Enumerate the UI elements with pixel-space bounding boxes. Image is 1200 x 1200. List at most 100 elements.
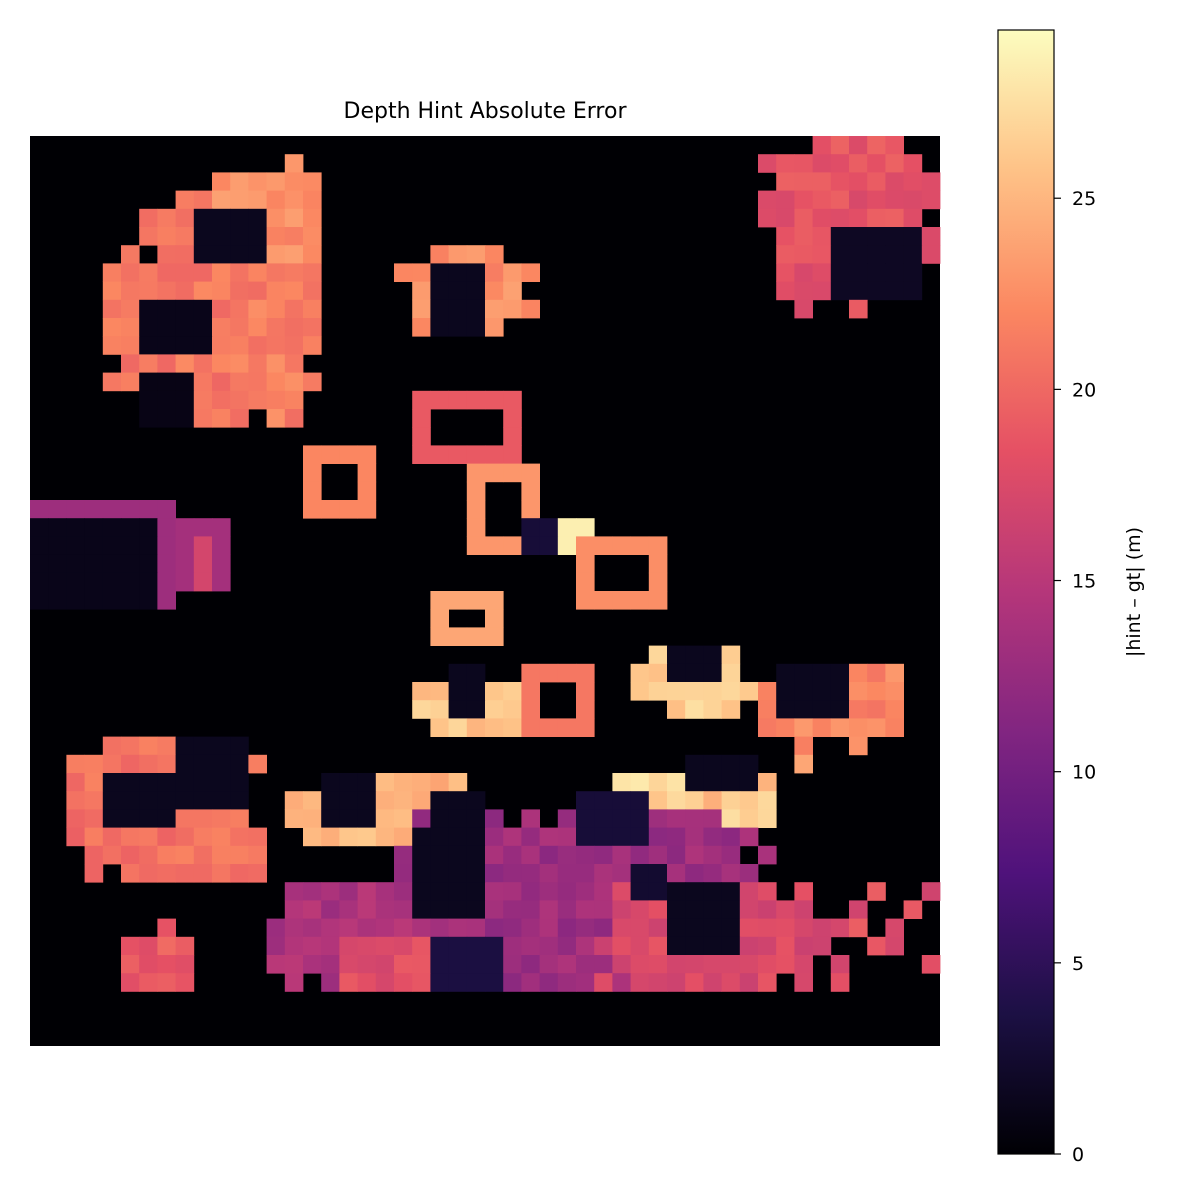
heatmap-cell	[448, 591, 468, 610]
heatmap-cell	[157, 318, 176, 337]
heatmap-cell	[521, 663, 540, 683]
heatmap-cell	[157, 518, 176, 537]
heatmap-cell	[485, 955, 504, 974]
heatmap-cell	[466, 864, 486, 883]
heatmap-cell	[685, 700, 704, 719]
heatmap-cell	[576, 936, 595, 956]
heatmap-cell	[157, 955, 176, 974]
heatmap-cell	[230, 754, 249, 774]
heatmap-cell	[794, 973, 813, 992]
heatmap-cell	[721, 973, 741, 992]
heatmap-cell	[612, 536, 631, 555]
heatmap-cell	[648, 900, 668, 919]
heatmap-cell	[321, 918, 340, 938]
heatmap-cell	[284, 809, 304, 828]
heatmap-cell	[193, 409, 213, 428]
heatmap-cell	[630, 973, 650, 992]
heatmap-cell	[667, 700, 686, 719]
heatmap-cell	[667, 663, 686, 683]
heatmap-cell	[448, 245, 468, 264]
heatmap-cell	[357, 827, 377, 847]
heatmap-cell	[867, 936, 886, 956]
heatmap-cell	[339, 882, 358, 901]
heatmap-cell	[157, 864, 176, 883]
heatmap-cell	[175, 263, 195, 282]
heatmap-cell	[648, 645, 668, 665]
heatmap-cell	[885, 936, 904, 956]
heatmap-cell	[648, 682, 668, 701]
heatmap-cell	[248, 190, 267, 210]
heatmap-cell	[503, 427, 522, 446]
heatmap-cell	[466, 882, 486, 901]
heatmap-cell	[576, 900, 595, 919]
heatmap-cell	[703, 700, 722, 719]
heatmap-cell	[685, 754, 704, 774]
heatmap-cell	[248, 227, 267, 246]
heatmap-cell	[84, 809, 104, 828]
heatmap-cell	[576, 845, 595, 865]
heatmap-cell	[758, 918, 777, 938]
heatmap-cell	[448, 845, 468, 865]
heatmap-cell	[485, 299, 504, 319]
heatmap-cell	[721, 918, 741, 938]
heatmap-cell	[412, 864, 431, 883]
heatmap-cell	[921, 955, 941, 974]
heatmap-cell	[84, 591, 104, 610]
heatmap-cell	[794, 208, 813, 228]
heatmap-cell	[157, 299, 176, 319]
heatmap-cell	[849, 663, 868, 683]
heatmap-cell	[212, 736, 231, 756]
heatmap-cell	[648, 827, 668, 847]
heatmap-cell	[667, 773, 686, 792]
heatmap-cell	[412, 700, 431, 719]
heatmap-cell	[412, 827, 431, 847]
heatmap-cell	[175, 227, 195, 246]
heatmap-cell	[557, 845, 577, 865]
heatmap-cell	[230, 773, 249, 792]
heatmap-cell	[66, 591, 85, 610]
colorbar-tick-label: 25	[1072, 188, 1096, 210]
heatmap-cell	[139, 572, 158, 592]
heatmap-cell	[721, 773, 741, 792]
heatmap-cell	[175, 827, 195, 847]
heatmap-cell	[248, 754, 267, 774]
heatmap-cell	[157, 245, 176, 264]
heatmap-cell	[121, 809, 140, 828]
heatmap-cell	[175, 973, 195, 992]
heatmap-cell	[121, 754, 140, 774]
heatmap-cell	[849, 682, 868, 701]
heatmap-cell	[193, 773, 213, 792]
heatmap-cell	[266, 227, 286, 246]
heatmap-cell	[667, 827, 686, 847]
heatmap-cell	[394, 864, 413, 883]
heatmap-cell	[630, 918, 650, 938]
heatmap-cell	[466, 900, 486, 919]
heatmap-cell	[193, 354, 213, 373]
heatmap-cell	[594, 882, 613, 901]
heatmap-cell	[812, 154, 832, 173]
heatmap-cell	[430, 973, 449, 992]
heatmap-cell	[212, 827, 231, 847]
heatmap-cell	[230, 281, 249, 301]
heatmap-cell	[630, 882, 650, 901]
heatmap-cell	[248, 245, 267, 264]
heatmap-cell	[266, 918, 286, 938]
heatmap-cell	[812, 208, 832, 228]
heatmap-cell	[375, 791, 395, 810]
heatmap-cell	[812, 700, 832, 719]
heatmap-cell	[139, 409, 158, 428]
heatmap-cell	[266, 936, 286, 956]
heatmap-cell	[66, 518, 85, 537]
heatmap-cell	[157, 390, 176, 410]
heatmap-cell	[394, 791, 413, 810]
heatmap-cell	[703, 773, 722, 792]
heatmap-cell	[303, 172, 322, 191]
heatmap-cell	[485, 445, 504, 464]
heatmap-cell	[466, 936, 486, 956]
heatmap-cell	[430, 700, 449, 719]
heatmap-cell	[284, 245, 304, 264]
heatmap-cell	[84, 754, 104, 774]
heatmap-cell	[812, 663, 832, 683]
heatmap-cell	[576, 682, 595, 701]
heatmap-cell	[830, 955, 850, 974]
